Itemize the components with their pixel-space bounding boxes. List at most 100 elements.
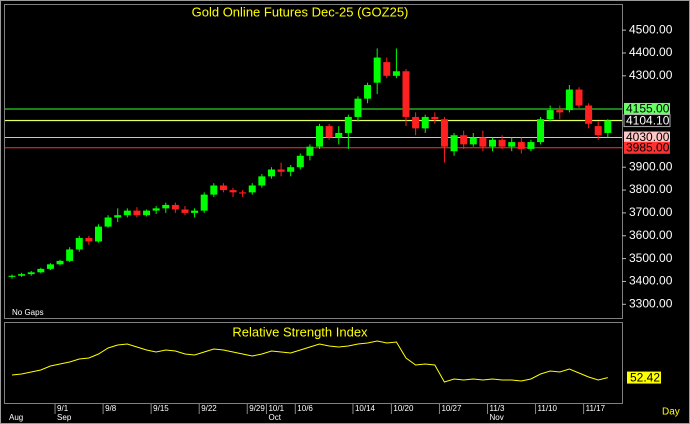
x-tick-label: 9/1 xyxy=(57,404,69,413)
price-panel xyxy=(4,4,623,319)
candle-body xyxy=(8,275,16,277)
candle-body xyxy=(565,89,573,111)
month-label: Nov xyxy=(490,413,504,422)
level-label: 4104.10 xyxy=(626,113,670,127)
candle-body xyxy=(162,204,170,209)
x-tick-label: 9/22 xyxy=(201,404,217,413)
candle-body xyxy=(450,135,458,152)
x-tick-label: 10/14 xyxy=(355,404,376,413)
level-box xyxy=(624,102,670,115)
candle-body xyxy=(460,135,468,145)
candle-body xyxy=(412,116,420,129)
y-tick-label: 4300.00 xyxy=(629,68,673,82)
candle-body xyxy=(594,126,602,136)
candle-body xyxy=(431,116,439,120)
rsi-title: Relative Strength Index xyxy=(232,324,368,339)
y-tick-label: 3300.00 xyxy=(629,296,673,310)
candle-body xyxy=(527,142,535,149)
candle-body xyxy=(335,132,343,138)
candle-body xyxy=(489,139,496,147)
candle-body xyxy=(239,192,247,194)
candle-body xyxy=(27,272,35,275)
candle-body xyxy=(94,226,102,242)
y-tick-label: 3600.00 xyxy=(629,228,673,242)
candle-body xyxy=(191,210,199,213)
note: No Gaps xyxy=(12,308,44,317)
y-tick-label: 3500.00 xyxy=(629,251,673,265)
rsi-panel xyxy=(4,322,623,404)
candle-body xyxy=(210,185,218,195)
candle-body xyxy=(469,137,477,145)
level-label: 4155.00 xyxy=(626,102,670,116)
y-tick-label: 4400.00 xyxy=(629,45,673,59)
candle-body xyxy=(479,137,487,147)
candle-body xyxy=(229,190,237,193)
candle-body xyxy=(133,210,141,216)
y-tick-label: 3400.00 xyxy=(629,274,673,288)
x-tick-label: 9/29 xyxy=(249,404,265,413)
month-label: Sep xyxy=(57,413,72,422)
level-box xyxy=(624,131,670,144)
period: Day xyxy=(662,407,680,418)
x-tick-label: 10/27 xyxy=(441,404,462,413)
candle-body xyxy=(354,98,362,117)
candle-body xyxy=(277,169,285,172)
candle-body xyxy=(181,209,189,213)
candle-body xyxy=(364,84,372,99)
x-tick-label: 9/8 xyxy=(105,404,117,413)
level-label: 4030.00 xyxy=(626,130,670,144)
candle-body xyxy=(66,249,74,261)
candle-body xyxy=(37,268,45,273)
rsi-value-label: 52.42 xyxy=(630,370,660,384)
candle-body xyxy=(75,238,83,250)
candle-body xyxy=(287,167,295,172)
chart-title: Gold Online Futures Dec-25 (GOZ25) xyxy=(192,4,409,19)
y-tick-label: 3900.00 xyxy=(629,159,673,173)
candle-body xyxy=(585,105,593,124)
candle-body xyxy=(402,71,410,117)
candle-body xyxy=(316,126,324,147)
candle-body xyxy=(267,169,275,177)
candle-body xyxy=(556,110,564,113)
candle-body xyxy=(104,217,112,227)
candle-body xyxy=(46,264,54,269)
candle-body xyxy=(18,274,26,276)
x-tick-label: 11/10 xyxy=(538,404,558,413)
candle-body xyxy=(575,89,583,106)
candle-body xyxy=(85,238,93,242)
x-tick-label: 11/3 xyxy=(490,404,506,413)
candle-body xyxy=(546,110,554,120)
candle-body xyxy=(440,119,448,147)
x-tick-label: 11/17 xyxy=(586,404,606,413)
candle-body xyxy=(392,71,400,76)
x-tick-label: 10/6 xyxy=(297,404,313,413)
candle-body xyxy=(152,208,160,211)
x-tick-label: 10/1 xyxy=(268,404,284,413)
rsi-value-box xyxy=(627,371,661,384)
y-tick-label: 3700.00 xyxy=(629,205,673,219)
candle-body xyxy=(200,194,208,211)
rsi-line xyxy=(11,340,608,383)
candle-body xyxy=(296,155,304,168)
month-label: Aug xyxy=(9,413,23,422)
candle-body xyxy=(537,119,545,143)
x-tick-label: 10/20 xyxy=(393,404,414,413)
x-tick-label: 9/15 xyxy=(153,404,169,413)
candle-body xyxy=(325,126,333,138)
candle-body xyxy=(143,210,151,216)
level-label: 3985.00 xyxy=(626,140,670,154)
level-box xyxy=(624,141,670,154)
candle-body xyxy=(604,120,612,133)
candle-body xyxy=(508,142,516,147)
candle-body xyxy=(306,146,314,156)
candle-body xyxy=(373,57,381,83)
candle-body xyxy=(219,185,227,191)
month-label: Oct xyxy=(268,413,281,422)
candle-body xyxy=(498,139,506,147)
candle-body xyxy=(171,204,179,210)
candle-body xyxy=(56,260,64,265)
candle-body xyxy=(421,116,429,129)
